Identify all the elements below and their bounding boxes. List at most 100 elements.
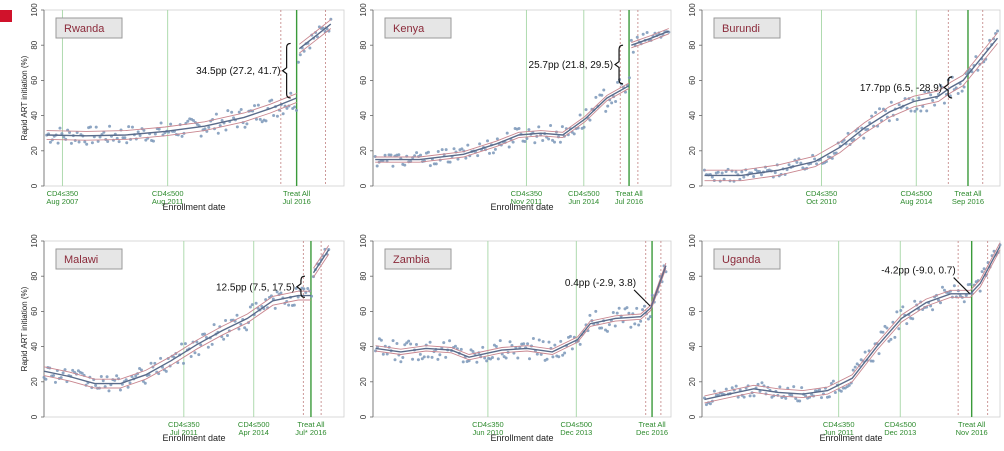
data-point (631, 50, 635, 54)
fitted-line (312, 249, 330, 274)
data-point (199, 343, 203, 347)
y-tick-label: 80 (359, 271, 368, 280)
annotation-pointer (633, 289, 651, 307)
policy-label-line: Dec 2013 (560, 428, 592, 437)
data-point (819, 396, 823, 400)
data-point (557, 355, 561, 359)
data-point (270, 98, 274, 102)
data-point (243, 326, 247, 330)
annotation-pointer (953, 277, 971, 294)
data-point (511, 140, 515, 144)
data-point (44, 377, 48, 381)
data-point (71, 368, 75, 372)
data-point (740, 170, 744, 174)
data-point (616, 80, 620, 84)
data-point (126, 385, 130, 389)
data-point (125, 141, 129, 145)
policy-label-line: Apr 2014 (239, 428, 269, 437)
policy-label-line: CD4≤500 (152, 189, 184, 198)
data-point (871, 359, 875, 363)
data-point (430, 355, 434, 359)
data-point (510, 344, 514, 348)
data-point (962, 300, 966, 304)
data-point (974, 55, 978, 59)
policy-label-line: Jul 2011 (170, 428, 198, 437)
data-point (159, 121, 163, 125)
data-point (69, 141, 73, 145)
data-point (142, 128, 146, 132)
data-point (422, 355, 426, 359)
data-point (199, 134, 203, 138)
data-point (913, 299, 917, 303)
data-point (298, 53, 302, 57)
data-point (245, 122, 249, 126)
data-point (80, 371, 84, 375)
country-label-box (713, 248, 781, 270)
data-point (901, 305, 905, 309)
data-point (101, 379, 105, 383)
data-point (531, 337, 535, 341)
data-point (419, 153, 423, 157)
data-point (212, 323, 216, 327)
y-tick-label: 60 (30, 75, 39, 84)
data-point (878, 107, 882, 111)
data-point (62, 135, 66, 139)
data-point (578, 113, 582, 117)
data-point (702, 168, 706, 172)
data-point (645, 31, 649, 35)
data-point (397, 153, 401, 157)
data-point (75, 130, 79, 134)
data-point (182, 361, 186, 365)
data-point (94, 383, 98, 387)
data-point (646, 317, 650, 321)
data-point (258, 117, 262, 121)
data-point (870, 114, 874, 118)
data-point (606, 104, 610, 108)
data-point (560, 125, 564, 129)
data-point (748, 394, 752, 398)
data-point (604, 109, 608, 113)
chart-panel-uganda: 0 20 40 60 80 100 CD4≤350 Jun 2011 CD4≤500 Dec 20… (688, 234, 1002, 443)
data-point (799, 161, 803, 165)
data-point (602, 88, 606, 92)
data-point (123, 136, 127, 140)
data-point (537, 125, 541, 129)
y-tick-label: 60 (688, 75, 697, 84)
data-point (416, 358, 420, 362)
data-point (285, 106, 289, 110)
data-point (724, 169, 728, 173)
policy-label-line: Nov 2016 (956, 428, 988, 437)
data-point (942, 288, 946, 292)
ci-lower-line (299, 28, 332, 54)
annotation-bracket (943, 76, 953, 99)
data-point (911, 98, 915, 102)
data-point (790, 393, 794, 397)
data-point (459, 347, 463, 351)
policy-label-line: Oct 2010 (806, 197, 836, 206)
data-point (578, 342, 582, 346)
data-point (760, 381, 764, 385)
ci-lower-line (375, 87, 630, 163)
data-point (403, 163, 407, 167)
data-point (553, 343, 557, 347)
data-point (466, 143, 470, 147)
data-point (58, 126, 62, 130)
data-point (551, 138, 555, 142)
data-point (381, 352, 385, 356)
ci-upper-line (313, 245, 330, 269)
data-point (913, 109, 917, 113)
policy-label-line: CD4≤500 (884, 420, 916, 429)
data-point (214, 112, 218, 116)
country-label-box (384, 17, 452, 39)
data-point (938, 301, 942, 305)
policy-label-line: Treat All (638, 420, 666, 429)
data-point (553, 140, 557, 144)
data-point (436, 357, 440, 361)
policy-label-line: Aug 2007 (46, 197, 78, 206)
x-axis-label: Enrollment date (490, 202, 553, 212)
data-point (218, 124, 222, 128)
policy-label-line: CD4≤500 (568, 189, 600, 198)
data-point (933, 103, 937, 107)
data-point (570, 347, 574, 351)
y-tick-label: 80 (688, 271, 697, 280)
